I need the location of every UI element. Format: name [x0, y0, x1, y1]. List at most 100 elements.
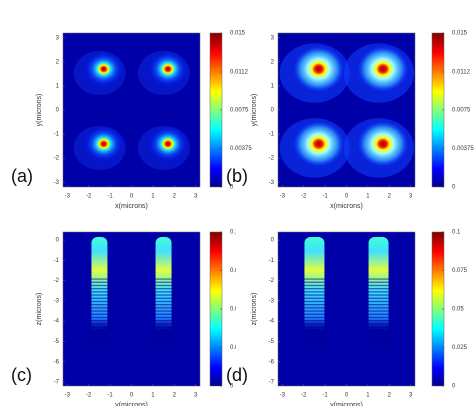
hot-spot: [83, 125, 124, 162]
streak-tail: [298, 333, 331, 353]
y-tick-label: 0: [271, 108, 275, 114]
colorbar-labels: 0 0.025 0.05 0.075 0.1: [230, 230, 246, 390]
y-tick-label: 2: [56, 59, 60, 65]
streak-tail: [85, 333, 114, 353]
y-tick-label: -6: [269, 359, 275, 365]
y-tick-label: -5: [54, 339, 60, 345]
y-tick-label: -2: [54, 156, 60, 162]
hot-spot: [291, 119, 346, 169]
colorbar-tick-label: 0.1: [452, 230, 461, 236]
colorbar-tick-label: 0.0075: [452, 108, 471, 114]
streak-fringes: [301, 278, 328, 337]
y-axis-label: z(microns): [251, 293, 258, 326]
y-axis-label: z(microns): [36, 293, 43, 326]
colorbar-tick-label: 0.015: [452, 31, 468, 37]
x-tick-label: 1: [366, 194, 370, 200]
streak-tail: [149, 333, 178, 353]
panel-label: (c): [11, 365, 32, 385]
x-axis-label: x(microns): [330, 203, 363, 210]
x-axis-label: x(microns): [115, 203, 148, 210]
x-tick-label: -2: [86, 393, 92, 399]
y-tick-label: 1: [271, 84, 275, 90]
hot-spot: [147, 125, 188, 162]
y-tick-label: -3: [269, 180, 275, 186]
colorbar-tick-label: 0.05: [452, 307, 464, 313]
hot-spot: [147, 51, 188, 88]
x-tick-label: 3: [409, 194, 413, 200]
y-tick-label: -3: [269, 298, 275, 304]
x-tick-label: -3: [65, 393, 71, 399]
x-tick-label: 0: [130, 194, 134, 200]
y-axis-label: y(microns): [251, 94, 258, 127]
colorbar-tick-label: 0.1: [230, 230, 239, 236]
colorbar-tick-label: 0: [230, 384, 234, 390]
x-tick-label: 0: [130, 393, 134, 399]
y-tick-label: -2: [269, 156, 275, 162]
x-tick-label: -3: [280, 194, 286, 200]
y-tick-label: 3: [56, 35, 60, 41]
x-tick-label: 1: [366, 393, 370, 399]
streak-fringes: [152, 278, 175, 337]
x-tick-label: 1: [151, 393, 155, 399]
y-tick-label: 1: [56, 84, 60, 90]
y-axis-label: y(microns): [36, 94, 43, 127]
y-tick-label: -7: [269, 380, 275, 386]
colorbar-tick-label: 0.00375: [452, 146, 474, 152]
panel-label: (b): [226, 166, 248, 186]
x-tick-label: 3: [194, 393, 198, 399]
streak-tail: [362, 333, 395, 353]
hot-spot: [291, 44, 346, 94]
y-tick-label: 3: [271, 35, 275, 41]
streak-fringes: [88, 278, 111, 337]
colorbar-tick-label: 0.025: [452, 345, 468, 351]
x-tick-label: -1: [107, 393, 113, 399]
x-axis-label: y(microns): [330, 402, 363, 406]
panel-label: (d): [226, 365, 248, 385]
x-tick-label: -2: [301, 194, 307, 200]
x-tick-label: 2: [173, 194, 177, 200]
y-tick-label: -4: [269, 319, 275, 325]
x-tick-label: -1: [322, 194, 328, 200]
x-tick-label: -1: [322, 393, 328, 399]
y-tick-label: 0: [56, 238, 60, 244]
colorbar-tick-label: 0: [452, 185, 456, 191]
panel: -3 -2 -1 0 1 2 3 -7 -6 -5 -4 -3 -2 -1 0 y(microns) z(mic…: [11, 230, 246, 406]
y-tick-label: -2: [269, 278, 275, 284]
x-tick-label: 2: [388, 393, 392, 399]
colorbar-tick-label: 0.015: [230, 31, 246, 37]
streak-fringes: [365, 278, 392, 337]
y-tick-label: -3: [54, 298, 60, 304]
y-tick-label: -7: [54, 380, 60, 386]
colorbar-tick-label: 0.075: [230, 268, 246, 274]
x-axis-label: y(microns): [115, 402, 148, 406]
x-tick-label: 2: [388, 194, 392, 200]
colorbar-tick-label: 0.00375: [230, 146, 252, 152]
hot-spot: [83, 51, 124, 88]
panel: -3 -2 -1 0 1 2 3 -3 -2 -1 0 1 2 3 x(microns) y(microns)…: [11, 31, 252, 210]
x-tick-label: -2: [86, 194, 92, 200]
x-tick-label: -2: [301, 393, 307, 399]
heatmap-background: [63, 232, 200, 386]
x-tick-label: 2: [173, 393, 177, 399]
x-tick-label: 1: [151, 194, 155, 200]
y-tick-label: -3: [54, 180, 60, 186]
y-tick-label: -5: [269, 339, 275, 345]
panel-label: (a): [11, 166, 33, 186]
hot-spot: [355, 44, 410, 94]
y-tick-label: -6: [54, 359, 60, 365]
panel: -3 -2 -1 0 1 2 3 -3 -2 -1 0 1 2 3 x(microns) y(microns)…: [226, 31, 474, 210]
colorbar-tick-label: 0: [452, 384, 456, 390]
colorbar-tick-label: 0.075: [452, 268, 468, 274]
colorbar-tick-label: 0.0075: [230, 108, 249, 114]
x-tick-label: 3: [194, 194, 198, 200]
x-tick-label: -3: [65, 194, 71, 200]
colorbar-tick-label: 0: [230, 185, 234, 191]
hot-spot: [355, 119, 410, 169]
colorbar-tick-label: 0.025: [230, 345, 246, 351]
y-tick-label: 2: [271, 59, 275, 65]
y-tick-label: -2: [54, 278, 60, 284]
x-tick-label: 0: [345, 393, 349, 399]
y-tick-label: 0: [271, 238, 275, 244]
x-tick-label: 0: [345, 194, 349, 200]
